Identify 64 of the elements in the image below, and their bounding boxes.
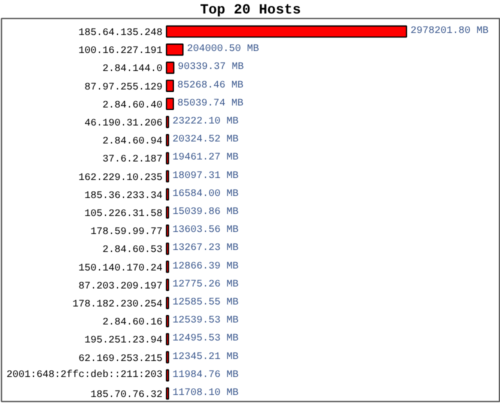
bar bbox=[166, 206, 170, 219]
bar bbox=[166, 260, 170, 273]
bar bbox=[166, 369, 170, 382]
data-label: 12585.55 MB bbox=[172, 297, 239, 308]
bar bbox=[166, 242, 170, 255]
bar bbox=[166, 333, 170, 346]
y-tick-label: 150.140.170.24 bbox=[78, 263, 162, 274]
y-tick-label: 2.84.60.40 bbox=[102, 100, 163, 112]
y-tick-label: 2.84.60.16 bbox=[102, 318, 163, 329]
data-label: 204000.50 MB bbox=[186, 44, 259, 56]
data-label: 19461.27 MB bbox=[172, 152, 239, 164]
data-label: 12539.53 MB bbox=[172, 316, 239, 327]
y-tick-label: 87.97.255.129 bbox=[84, 82, 163, 94]
data-label: 11984.76 MB bbox=[172, 370, 239, 381]
bar bbox=[166, 152, 170, 164]
data-label: 2978201.80 MB bbox=[410, 26, 489, 38]
bar bbox=[166, 25, 408, 38]
data-label: 85039.74 MB bbox=[177, 98, 244, 110]
bar bbox=[166, 44, 184, 56]
data-label: 23222.10 MB bbox=[172, 116, 239, 128]
y-tick-label: 87.203.209.197 bbox=[78, 281, 162, 292]
bar bbox=[166, 62, 174, 74]
data-label: 11708.10 MB bbox=[172, 388, 239, 399]
chart-title: Top 20 Hosts bbox=[200, 2, 301, 18]
y-tick-label: 162.229.10.235 bbox=[78, 172, 162, 184]
data-label: 13603.56 MB bbox=[172, 225, 239, 236]
y-tick-label: 2.84.144.0 bbox=[102, 64, 163, 76]
bar bbox=[166, 314, 170, 328]
bar bbox=[166, 98, 174, 110]
data-label: 13267.23 MB bbox=[172, 243, 239, 254]
bar bbox=[166, 387, 170, 400]
y-tick-label: 185.36.233.34 bbox=[84, 190, 163, 202]
bar bbox=[166, 278, 170, 292]
data-label: 12345.21 MB bbox=[172, 352, 239, 363]
bar bbox=[166, 188, 170, 201]
y-tick-label: 178.182.230.254 bbox=[72, 299, 162, 310]
data-label: 18097.31 MB bbox=[172, 170, 239, 182]
data-label: 16584.00 MB bbox=[172, 188, 239, 200]
y-tick-label: 2001:648:2ffc:deb::211:203 bbox=[6, 368, 163, 381]
data-label: 12775.26 MB bbox=[172, 279, 239, 290]
y-tick-label: 2.84.60.94 bbox=[102, 136, 163, 148]
data-label: 20324.52 MB bbox=[172, 134, 239, 146]
bar bbox=[166, 116, 170, 128]
data-label: 12495.53 MB bbox=[172, 334, 239, 345]
y-tick-label: 2.84.60.53 bbox=[102, 245, 163, 256]
bar bbox=[166, 224, 170, 237]
y-tick-label: 105.226.31.58 bbox=[84, 209, 163, 220]
bar bbox=[166, 351, 170, 364]
y-tick-label: 100.16.227.191 bbox=[78, 46, 162, 58]
bar bbox=[166, 296, 170, 310]
bar bbox=[166, 134, 170, 146]
data-label: 15039.86 MB bbox=[172, 207, 239, 218]
data-label: 12866.39 MB bbox=[172, 261, 239, 272]
y-tick-label: 178.59.99.77 bbox=[90, 227, 163, 238]
y-tick-label: 62.169.253.215 bbox=[78, 354, 162, 365]
data-label: 85268.46 MB bbox=[177, 80, 244, 92]
y-tick-label: 185.70.76.32 bbox=[90, 390, 163, 401]
y-tick-label: 185.64.135.248 bbox=[78, 28, 162, 40]
y-tick-label: 46.190.31.206 bbox=[84, 118, 163, 130]
bar bbox=[166, 170, 170, 182]
y-tick-label: 195.251.23.94 bbox=[84, 336, 163, 347]
bar bbox=[166, 80, 174, 92]
data-label: 90339.37 MB bbox=[178, 62, 244, 74]
y-tick-label: 37.6.2.187 bbox=[102, 154, 163, 166]
